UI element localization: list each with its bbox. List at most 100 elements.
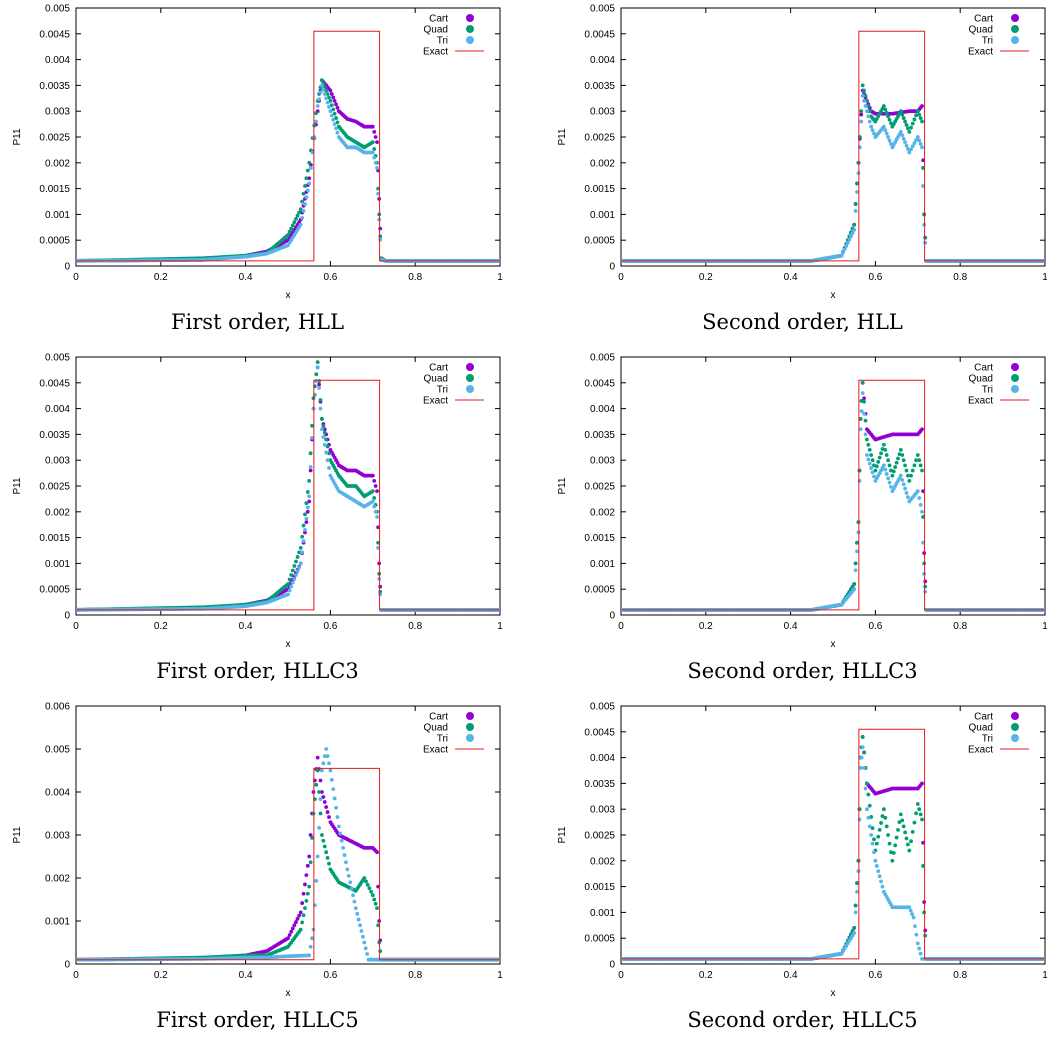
data-point bbox=[369, 889, 373, 894]
plot-area bbox=[76, 360, 500, 612]
data-point bbox=[860, 380, 865, 385]
data-point bbox=[904, 490, 909, 495]
data-point bbox=[866, 442, 871, 447]
data-point bbox=[889, 484, 893, 489]
data-point bbox=[310, 936, 314, 941]
data-point bbox=[901, 824, 906, 829]
data-point bbox=[852, 587, 857, 592]
data-point bbox=[855, 181, 859, 186]
series-tri bbox=[621, 391, 1045, 612]
y-tick-label: 0.001 bbox=[45, 559, 70, 570]
data-point bbox=[876, 834, 881, 839]
x-tick-label: 0.4 bbox=[239, 621, 253, 632]
series-tri bbox=[621, 745, 1045, 961]
data-point bbox=[353, 906, 358, 910]
data-point bbox=[331, 95, 336, 100]
data-point bbox=[361, 934, 365, 939]
y-tick-label: 0.005 bbox=[45, 4, 70, 15]
data-point bbox=[863, 432, 868, 437]
y-tick-label: 0.0025 bbox=[584, 482, 615, 493]
data-point bbox=[376, 923, 380, 928]
data-point bbox=[318, 778, 323, 783]
chart-svg: 00.00050.0010.00150.0020.00250.0030.0035… bbox=[557, 4, 1047, 301]
y-tick-label: 0.001 bbox=[590, 908, 615, 919]
series-cart bbox=[76, 755, 500, 962]
data-point bbox=[923, 589, 928, 594]
data-point bbox=[373, 484, 378, 488]
x-tick-label: 0.8 bbox=[408, 970, 422, 981]
x-tick-label: 0.2 bbox=[154, 621, 168, 632]
data-point bbox=[852, 582, 857, 586]
x-tick-label: 1 bbox=[497, 970, 503, 981]
data-point bbox=[376, 884, 380, 889]
data-point bbox=[305, 891, 310, 896]
data-point bbox=[318, 797, 323, 802]
data-point bbox=[869, 453, 874, 457]
data-point bbox=[320, 417, 324, 421]
exact-line bbox=[76, 379, 500, 611]
data-point bbox=[855, 190, 859, 194]
plot-area bbox=[76, 30, 500, 263]
data-point bbox=[300, 920, 305, 925]
data-point bbox=[910, 830, 915, 834]
y-tick-label: 0.003 bbox=[590, 805, 615, 816]
data-point bbox=[884, 824, 889, 829]
data-point bbox=[884, 453, 889, 457]
data-point bbox=[886, 476, 891, 481]
data-point bbox=[920, 781, 924, 786]
x-tick-label: 0.8 bbox=[953, 272, 967, 283]
x-tick-label: 0.8 bbox=[408, 621, 422, 632]
data-point bbox=[858, 766, 863, 770]
data-point bbox=[292, 576, 297, 581]
data-point bbox=[317, 97, 321, 102]
data-point bbox=[367, 886, 372, 891]
legend-marker bbox=[466, 36, 474, 44]
x-tick-label: 0.2 bbox=[699, 970, 713, 981]
data-point bbox=[890, 473, 895, 478]
data-point bbox=[917, 138, 922, 143]
data-point bbox=[304, 195, 309, 200]
data-point bbox=[290, 223, 295, 228]
data-point bbox=[857, 817, 862, 822]
chart-panel: 0 0.0005 0.001 0.0015 0.002 0.0025 0.003 0.0035… bbox=[545, 698, 1047, 1047]
data-point bbox=[859, 755, 864, 760]
data-point bbox=[321, 795, 326, 799]
data-point bbox=[855, 881, 859, 886]
x-tick-label: 0 bbox=[73, 621, 79, 632]
data-point bbox=[304, 520, 309, 525]
data-point bbox=[342, 853, 347, 857]
data-point bbox=[872, 131, 876, 136]
data-point bbox=[883, 467, 888, 472]
data-point bbox=[859, 109, 864, 114]
series-tri bbox=[76, 747, 500, 962]
data-point bbox=[909, 125, 913, 130]
data-point bbox=[921, 515, 925, 519]
data-point bbox=[915, 489, 920, 494]
data-point bbox=[309, 166, 313, 170]
data-point bbox=[292, 923, 297, 928]
data-point bbox=[314, 878, 319, 883]
data-point bbox=[860, 93, 865, 98]
data-point bbox=[870, 458, 875, 463]
y-axis-label: P11 bbox=[12, 128, 23, 145]
data-point bbox=[857, 807, 862, 812]
y-tick-label: 0 bbox=[609, 611, 615, 622]
data-point bbox=[906, 126, 910, 131]
data-point bbox=[914, 458, 918, 463]
data-point bbox=[912, 141, 917, 146]
data-point bbox=[917, 496, 922, 500]
data-point bbox=[859, 409, 864, 414]
x-tick-label: 0.4 bbox=[239, 970, 253, 981]
data-point bbox=[898, 109, 903, 114]
x-tick-label: 0 bbox=[618, 272, 624, 283]
data-point bbox=[372, 155, 377, 160]
data-point bbox=[920, 104, 924, 108]
y-tick-label: 0.0005 bbox=[584, 934, 615, 945]
data-point bbox=[303, 906, 307, 910]
data-point bbox=[865, 453, 869, 457]
data-point bbox=[290, 580, 295, 585]
y-tick-label: 0.0005 bbox=[39, 585, 70, 596]
legend-label: Quad bbox=[424, 25, 448, 36]
data-point bbox=[324, 747, 329, 751]
data-point bbox=[923, 240, 928, 245]
